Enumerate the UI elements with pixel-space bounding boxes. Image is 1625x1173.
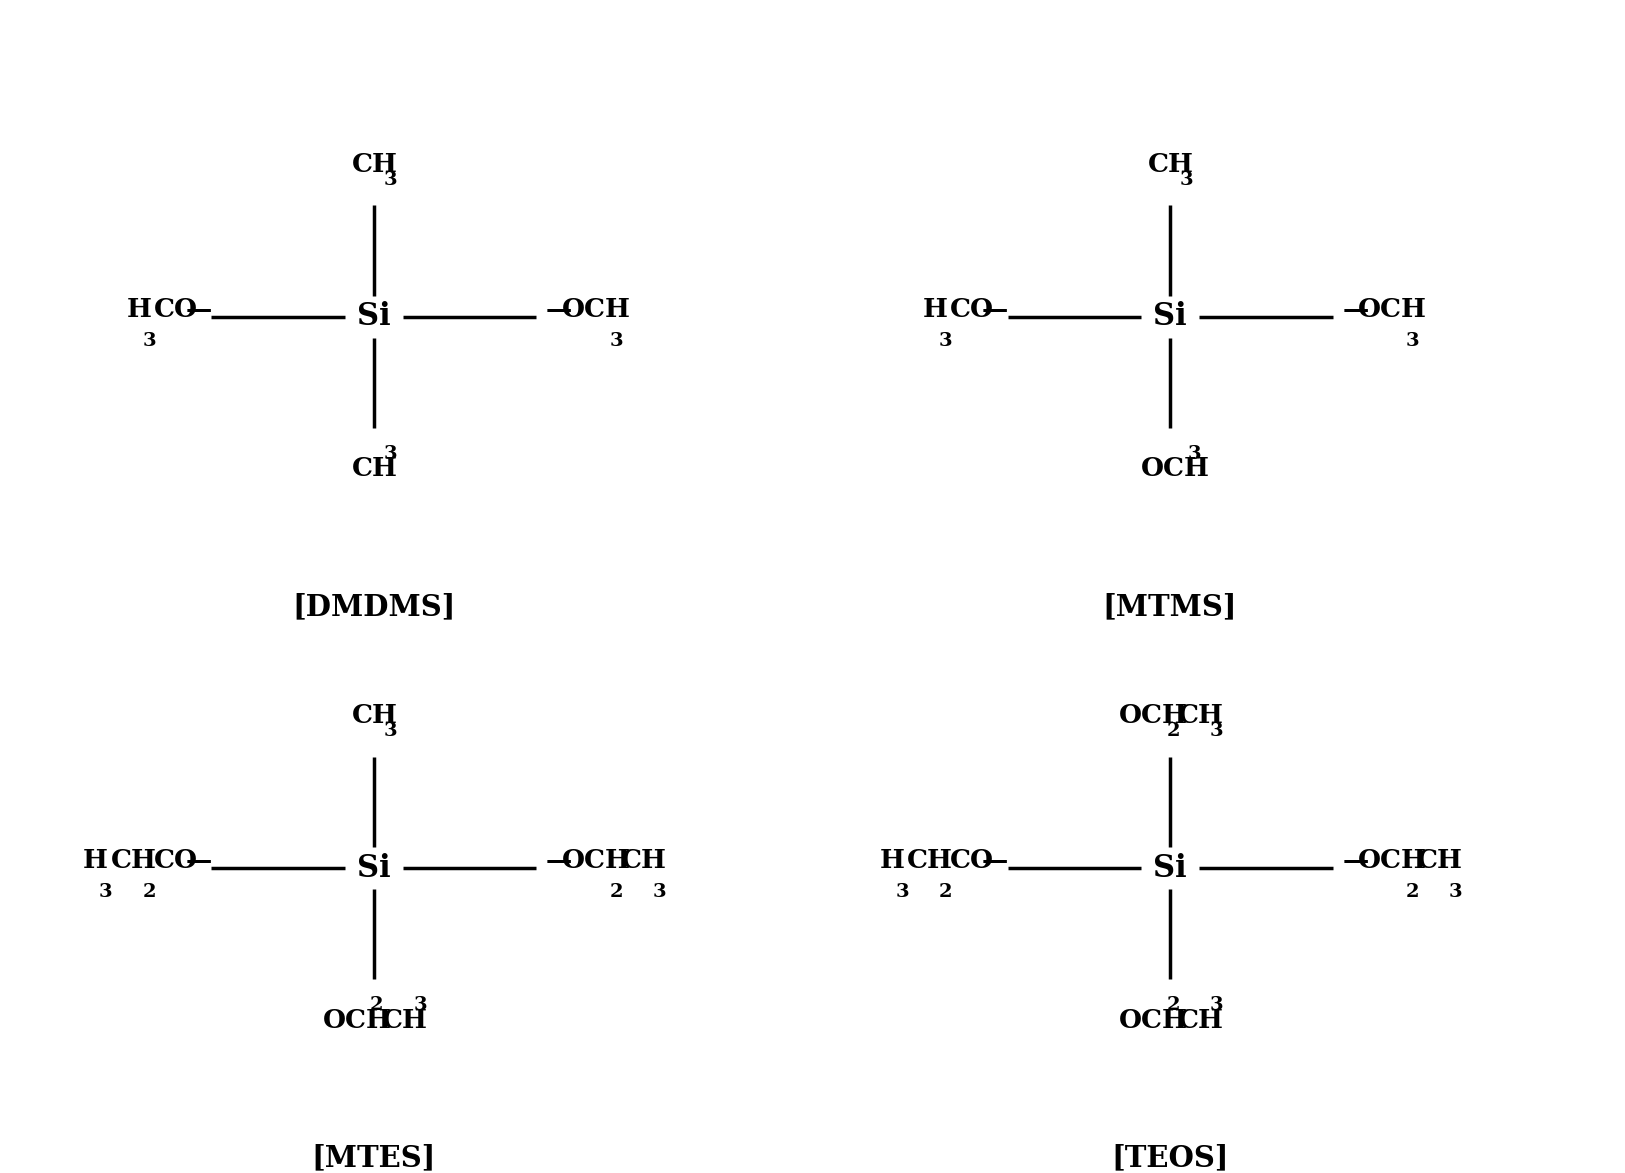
Text: 3: 3	[1406, 332, 1419, 350]
Text: OCH: OCH	[1358, 848, 1427, 873]
Text: CH: CH	[621, 848, 666, 873]
Text: 3: 3	[895, 883, 908, 901]
Text: Si: Si	[358, 301, 390, 332]
Text: 3: 3	[384, 723, 398, 740]
Text: Si: Si	[1154, 853, 1186, 883]
Text: OCH: OCH	[1358, 297, 1427, 321]
Text: CH: CH	[1178, 704, 1224, 728]
Text: H: H	[127, 297, 151, 321]
Text: CH: CH	[382, 1008, 427, 1032]
Text: CH: CH	[1417, 848, 1462, 873]
Text: 2: 2	[370, 996, 383, 1013]
Text: —: —	[185, 848, 211, 873]
Text: CO: CO	[154, 848, 198, 873]
Text: 3: 3	[413, 996, 427, 1013]
Text: CO: CO	[951, 297, 994, 321]
Text: 3: 3	[1450, 883, 1462, 901]
Text: 3: 3	[1209, 723, 1224, 740]
Text: 3: 3	[653, 883, 666, 901]
Text: OCH: OCH	[562, 297, 630, 321]
Text: [MTES]: [MTES]	[312, 1144, 436, 1173]
Text: CH: CH	[353, 152, 398, 177]
Text: OCH: OCH	[1141, 456, 1209, 481]
Text: 3: 3	[1209, 996, 1224, 1013]
Text: [DMDMS]: [DMDMS]	[292, 592, 455, 622]
Text: 2: 2	[609, 883, 622, 901]
Text: —: —	[185, 297, 211, 321]
Text: 2: 2	[143, 883, 156, 901]
Text: 3: 3	[99, 883, 112, 901]
Text: 2: 2	[1167, 996, 1180, 1013]
Text: CH: CH	[111, 848, 156, 873]
Text: H: H	[83, 848, 107, 873]
Text: —: —	[546, 848, 572, 873]
Text: 3: 3	[939, 332, 952, 350]
Text: —: —	[546, 297, 572, 321]
Text: 3: 3	[1188, 445, 1201, 462]
Text: 2: 2	[939, 883, 952, 901]
Text: CH: CH	[353, 456, 398, 481]
Text: Si: Si	[1154, 301, 1186, 332]
Text: 3: 3	[609, 332, 622, 350]
Text: 3: 3	[384, 445, 398, 462]
Text: OCH: OCH	[1118, 1008, 1188, 1032]
Text: —: —	[982, 297, 1008, 321]
Text: CH: CH	[353, 704, 398, 728]
Text: H: H	[923, 297, 947, 321]
Text: 3: 3	[1180, 171, 1194, 189]
Text: OCH: OCH	[1118, 704, 1188, 728]
Text: 2: 2	[1167, 723, 1180, 740]
Text: H: H	[879, 848, 904, 873]
Text: —: —	[1342, 848, 1368, 873]
Text: CH: CH	[907, 848, 952, 873]
Text: Si: Si	[358, 853, 390, 883]
Text: [TEOS]: [TEOS]	[1112, 1144, 1228, 1173]
Text: —: —	[1342, 297, 1368, 321]
Text: CO: CO	[154, 297, 198, 321]
Text: —: —	[982, 848, 1008, 873]
Text: [MTMS]: [MTMS]	[1103, 592, 1237, 622]
Text: 3: 3	[143, 332, 156, 350]
Text: OCH: OCH	[322, 1008, 392, 1032]
Text: CH: CH	[1149, 152, 1194, 177]
Text: OCH: OCH	[562, 848, 630, 873]
Text: CO: CO	[951, 848, 994, 873]
Text: 3: 3	[384, 171, 398, 189]
Text: 2: 2	[1406, 883, 1419, 901]
Text: CH: CH	[1178, 1008, 1224, 1032]
